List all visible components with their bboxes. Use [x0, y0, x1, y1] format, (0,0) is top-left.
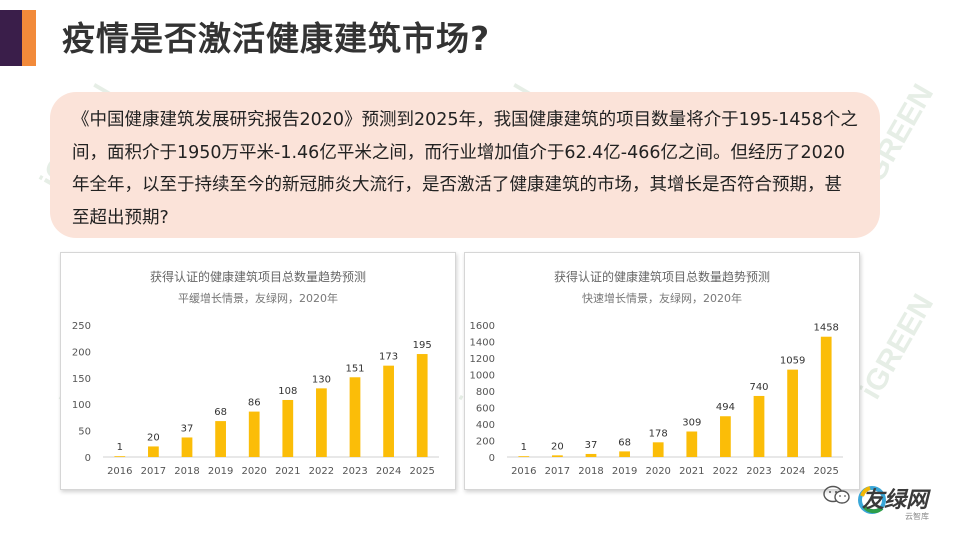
x-tick-label: 2017	[141, 466, 166, 477]
page-title: 疫情是否激活健康建筑市场?	[62, 19, 491, 58]
bar	[282, 399, 294, 457]
x-tick-label: 2019	[612, 466, 637, 477]
data-label: 1458	[813, 323, 838, 334]
x-tick-label: 2023	[746, 466, 771, 477]
bar	[215, 421, 226, 457]
data-label: 20	[147, 432, 160, 443]
y-tick-label: 0	[85, 453, 91, 464]
x-tick-label: 2020	[645, 466, 670, 477]
bar	[720, 416, 731, 457]
y-tick-label: 800	[476, 387, 495, 398]
quote-box: 《中国健康建筑发展研究报告2020》预测到2025年，我国健康建筑的项目数量将介…	[50, 92, 880, 238]
x-tick-label: 2023	[342, 466, 367, 477]
data-label: 173	[379, 352, 398, 363]
bar	[148, 446, 159, 457]
bar	[316, 388, 327, 457]
logo-mark	[858, 486, 886, 514]
logo-text: 友绿网	[862, 488, 929, 513]
x-tick-label: 2025	[409, 466, 434, 477]
chart-title: 获得认证的健康建筑项目总数量趋势预测	[554, 269, 770, 284]
bar	[383, 365, 394, 457]
wechat-icon	[823, 485, 850, 504]
data-label: 494	[716, 402, 735, 413]
data-label: 309	[682, 418, 701, 429]
bar	[686, 431, 698, 457]
x-tick-label: 2016	[107, 466, 132, 477]
data-label: 37	[585, 440, 598, 451]
x-tick-label: 2024	[376, 466, 401, 477]
x-tick-label: 2021	[679, 466, 704, 477]
y-tick-label: 0	[489, 453, 495, 464]
bar	[585, 453, 597, 457]
data-label: 130	[312, 374, 331, 385]
data-label: 37	[181, 423, 194, 434]
x-tick-label: 2025	[813, 466, 838, 477]
y-tick-label: 200	[72, 347, 91, 358]
header-bar-accent	[22, 10, 36, 66]
chart-subtitle: 快速增长情景，友绿网，2020年	[582, 291, 742, 305]
bar	[416, 354, 428, 457]
x-tick-label: 2018	[174, 466, 199, 477]
watermark: iGREEN	[854, 288, 941, 405]
data-label: 108	[278, 386, 297, 397]
bar	[518, 456, 530, 457]
bar	[181, 437, 193, 457]
bar	[349, 377, 361, 457]
data-label: 1	[117, 442, 123, 453]
x-tick-label: 2019	[208, 466, 233, 477]
y-tick-label: 600	[476, 404, 495, 415]
data-label: 1	[521, 442, 527, 453]
logo-subtext: 云智库	[905, 512, 929, 521]
x-tick-label: 2016	[511, 466, 536, 477]
y-tick-label: 400	[476, 420, 495, 431]
bar	[820, 336, 832, 457]
bar	[552, 455, 563, 457]
chart-card-gradual: 获得认证的健康建筑项目总数量趋势预测 平缓增长情景，友绿网，2020年 0 50 100…	[60, 252, 456, 490]
bar	[114, 456, 126, 457]
bar	[619, 451, 630, 457]
data-label: 1059	[780, 356, 805, 367]
data-label: 20	[551, 441, 564, 452]
y-tick-label: 150	[72, 374, 91, 385]
bar	[248, 411, 260, 457]
bar	[652, 442, 664, 457]
chart-title: 获得认证的健康建筑项目总数量趋势预测	[150, 269, 366, 284]
x-tick-label: 2017	[545, 466, 570, 477]
data-label: 740	[749, 382, 768, 393]
x-tick-label: 2022	[309, 466, 334, 477]
y-tick-label: 250	[72, 321, 91, 332]
y-tick-label: 1000	[470, 371, 495, 382]
x-tick-label: 2018	[578, 466, 603, 477]
data-label: 178	[649, 428, 668, 439]
data-label: 86	[248, 398, 261, 409]
data-label: 68	[618, 437, 631, 448]
bar	[753, 395, 765, 457]
chart-subtitle: 平缓增长情景，友绿网，2020年	[178, 291, 338, 305]
data-label: 151	[345, 363, 364, 374]
y-tick-label: 1400	[470, 338, 495, 349]
x-tick-label: 2024	[780, 466, 805, 477]
x-tick-label: 2022	[713, 466, 738, 477]
x-tick-label: 2021	[275, 466, 300, 477]
y-tick-label: 1200	[470, 354, 495, 365]
y-tick-label: 50	[78, 427, 91, 438]
header-bar-dark	[0, 10, 22, 66]
data-label: 195	[413, 340, 432, 351]
bar	[787, 369, 798, 457]
y-tick-label: 200	[476, 437, 495, 448]
data-label: 68	[214, 407, 227, 418]
chart-card-rapid: 获得认证的健康建筑项目总数量趋势预测 快速增长情景，友绿网，2020年 0 200 40…	[464, 252, 860, 490]
y-tick-label: 100	[72, 400, 91, 411]
quote-text: 《中国健康建筑发展研究报告2020》预测到2025年，我国健康建筑的项目数量将介…	[72, 110, 858, 228]
y-tick-label: 1600	[470, 321, 495, 332]
x-tick-label: 2020	[241, 466, 266, 477]
